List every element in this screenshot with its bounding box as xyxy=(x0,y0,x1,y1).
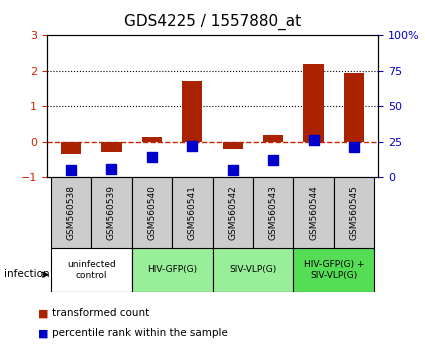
Bar xyxy=(263,135,283,142)
Text: ■: ■ xyxy=(38,329,49,338)
Text: ■: ■ xyxy=(38,308,49,318)
Bar xyxy=(344,73,364,142)
Text: infection: infection xyxy=(4,269,50,279)
Text: SIV-VLP(G): SIV-VLP(G) xyxy=(230,266,277,274)
Text: uninfected
control: uninfected control xyxy=(67,260,116,280)
Bar xyxy=(212,248,293,292)
Text: GSM560542: GSM560542 xyxy=(228,185,237,240)
Bar xyxy=(303,64,324,142)
Bar xyxy=(101,142,122,152)
Text: percentile rank within the sample: percentile rank within the sample xyxy=(52,329,228,338)
Text: HIV-GFP(G): HIV-GFP(G) xyxy=(147,266,197,274)
Bar xyxy=(172,177,212,248)
Bar xyxy=(142,137,162,142)
Bar xyxy=(132,177,172,248)
Bar xyxy=(253,177,293,248)
Text: transformed count: transformed count xyxy=(52,308,149,318)
Text: GSM560543: GSM560543 xyxy=(269,185,278,240)
Bar xyxy=(51,248,132,292)
Text: GSM560539: GSM560539 xyxy=(107,185,116,240)
Text: GDS4225 / 1557880_at: GDS4225 / 1557880_at xyxy=(124,14,301,30)
Text: GSM560541: GSM560541 xyxy=(188,185,197,240)
Bar xyxy=(132,248,212,292)
Text: GSM560545: GSM560545 xyxy=(349,185,359,240)
Text: GSM560538: GSM560538 xyxy=(66,185,76,240)
Bar xyxy=(182,81,202,142)
Bar xyxy=(223,142,243,149)
Text: GSM560544: GSM560544 xyxy=(309,185,318,240)
Bar xyxy=(334,177,374,248)
Text: HIV-GFP(G) +
SIV-VLP(G): HIV-GFP(G) + SIV-VLP(G) xyxy=(303,260,364,280)
Bar xyxy=(61,142,81,154)
Bar xyxy=(293,248,374,292)
Text: GSM560540: GSM560540 xyxy=(147,185,156,240)
Bar xyxy=(293,177,334,248)
Bar xyxy=(51,177,91,248)
Bar xyxy=(212,177,253,248)
Bar xyxy=(91,177,132,248)
